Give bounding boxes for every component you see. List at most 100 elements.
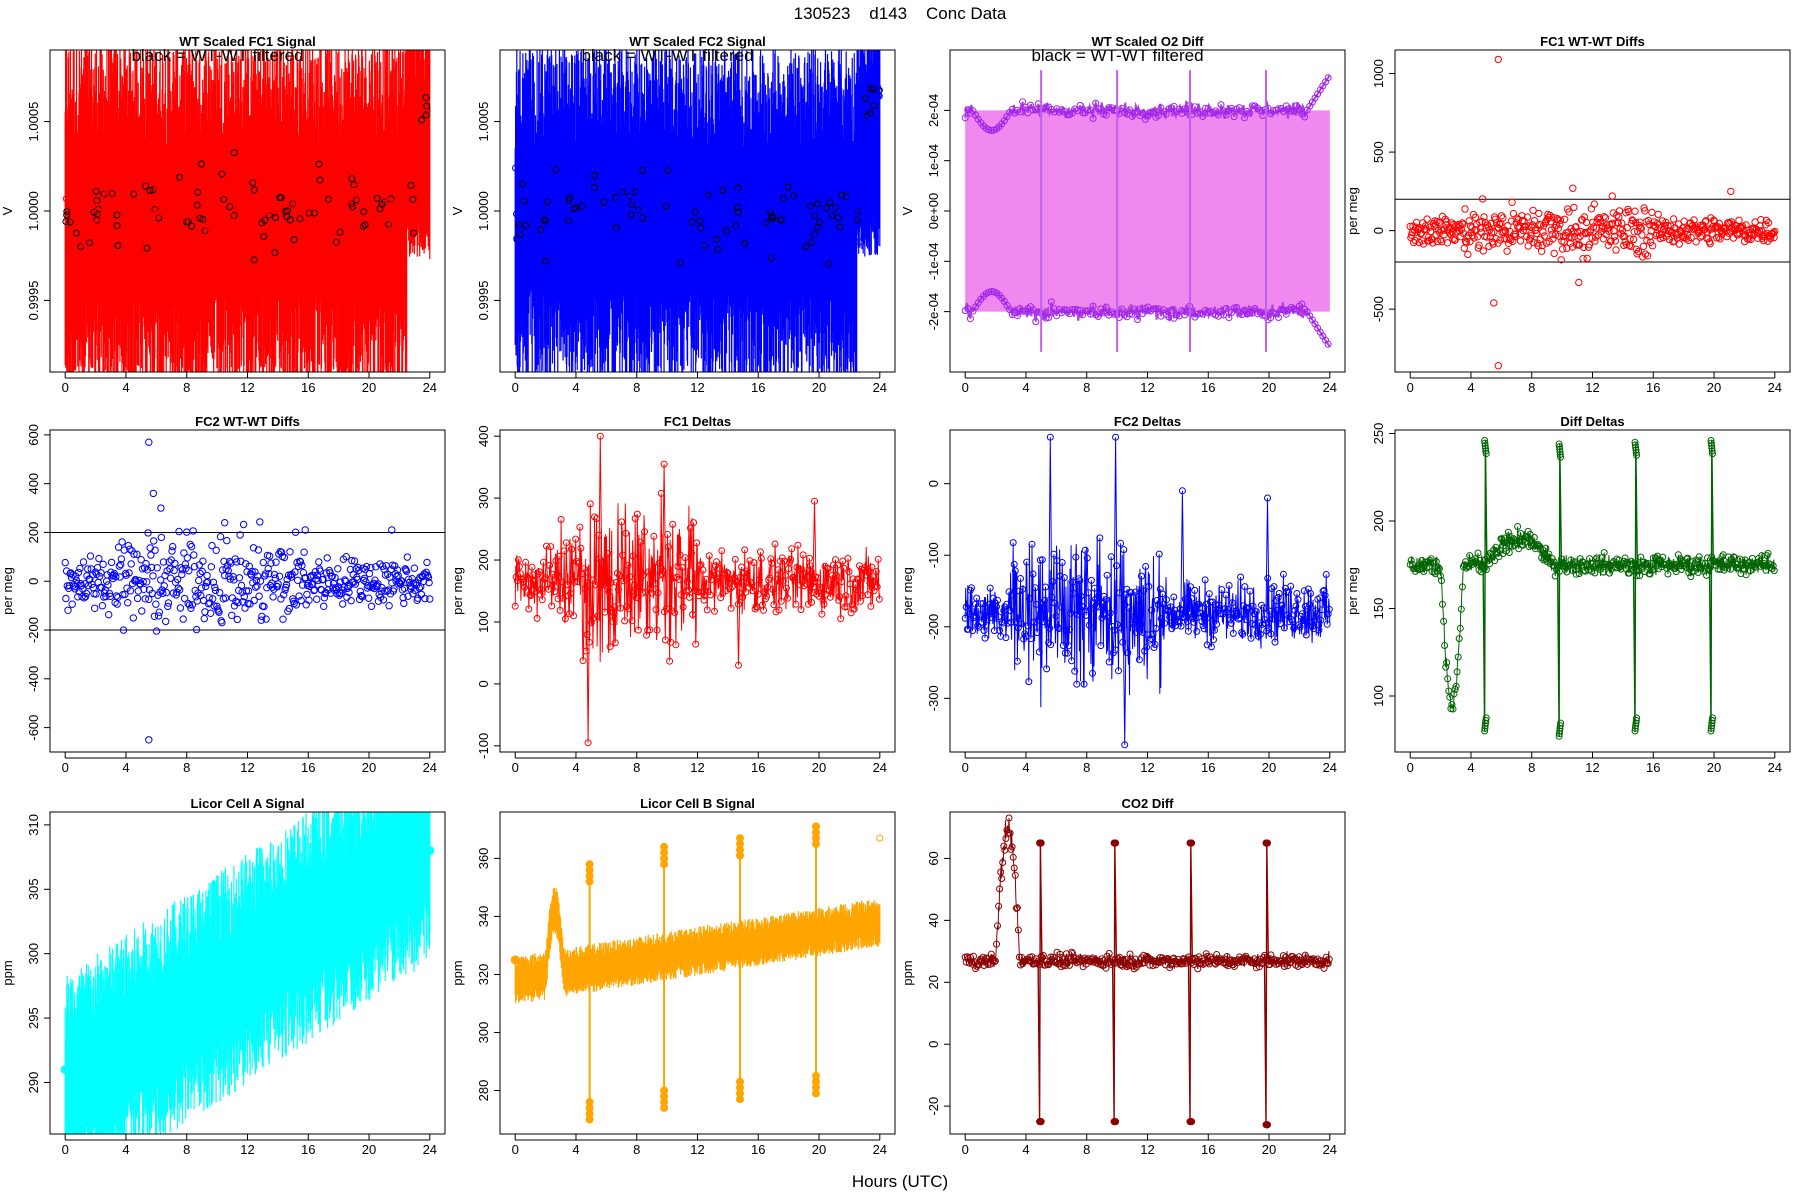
x-tick-label-fc2-deltas: 12 [1140, 760, 1154, 775]
filtered-point [836, 223, 844, 231]
series-point [1271, 638, 1279, 646]
filtered-point [714, 173, 722, 181]
o2-point [1131, 305, 1139, 313]
dip-point [1556, 727, 1564, 735]
series-point [1166, 613, 1174, 621]
filtered-point [275, 174, 283, 182]
diff-point [99, 560, 107, 568]
filtered-point [385, 221, 393, 228]
series-point [563, 581, 571, 589]
series-point [998, 618, 1006, 626]
filtered-point [311, 209, 319, 217]
o2-point [1154, 112, 1162, 120]
series-point [791, 576, 799, 584]
series-point [627, 588, 635, 596]
filtered-point [781, 180, 789, 188]
peak-point [1556, 448, 1564, 456]
diff-point [295, 592, 303, 600]
diff-point [1516, 237, 1525, 245]
filtered-point [861, 95, 869, 102]
x-tick-label-fc1-deltas: 4 [572, 760, 579, 775]
series-point [1010, 560, 1018, 568]
series-point [1273, 607, 1281, 615]
filtered-point [856, 238, 864, 246]
series-point [647, 584, 655, 592]
filtered-point [201, 200, 209, 208]
o2-point [1214, 111, 1222, 119]
o2-point [1199, 113, 1207, 120]
y-tick-label-wt-o2: -1e-04 [926, 243, 941, 281]
diff-point [1406, 222, 1414, 231]
series-point [1457, 605, 1465, 613]
series-point [1448, 701, 1456, 709]
filtered-point [387, 221, 395, 229]
series-point [718, 547, 726, 555]
diff-point [165, 558, 173, 566]
series-point [1077, 592, 1085, 600]
filtered-point [682, 206, 689, 213]
filtered-point [409, 195, 417, 203]
series-point [588, 576, 596, 584]
o2-point [1167, 306, 1175, 314]
series-point [969, 627, 976, 635]
series-point [562, 539, 570, 547]
filtered-point [260, 233, 268, 241]
diff-point [187, 604, 195, 612]
filtered-point [696, 217, 704, 225]
series-point [1073, 680, 1081, 688]
filtered-point [118, 201, 126, 209]
series-point [1736, 555, 1744, 563]
dip-point [1556, 722, 1564, 730]
o2-point [1089, 115, 1097, 122]
series-point [723, 569, 731, 576]
diff-point [1716, 235, 1724, 243]
series-point [1269, 615, 1277, 623]
filtered-point [630, 191, 638, 199]
panel-title-fc1-wtwt: FC1 WT-WT Diffs [1540, 34, 1645, 49]
series-point [770, 601, 778, 609]
filtered-point [166, 188, 174, 196]
filtered-point [793, 178, 801, 186]
series-point [1443, 659, 1451, 667]
filtered-point [734, 204, 741, 211]
series-point [787, 556, 795, 563]
series-point [1226, 616, 1234, 624]
series-point [597, 581, 605, 589]
filtered-point [578, 202, 586, 210]
filtered-point [213, 197, 221, 205]
x-tick-label-wt-o2: 20 [1262, 380, 1276, 395]
diff-point [1464, 250, 1472, 259]
filtered-point [531, 218, 539, 226]
series-point [830, 579, 838, 587]
series-point [618, 518, 626, 526]
filtered-point [366, 161, 374, 169]
series-point [1167, 603, 1175, 611]
diff-point [1514, 223, 1522, 231]
filtered-point [737, 240, 745, 248]
series-point [755, 576, 763, 584]
series-point [1768, 565, 1776, 573]
diff-point [1429, 239, 1437, 247]
x-tick-label-fc1-deltas: 12 [690, 760, 704, 775]
series-point [632, 594, 640, 602]
peak-point [1555, 440, 1563, 448]
series-point [706, 591, 714, 599]
diff-point [244, 587, 253, 595]
diff-point [65, 581, 74, 590]
series-point [669, 520, 677, 528]
series-point [1251, 621, 1259, 629]
diff-point [91, 568, 100, 576]
diff-point [1470, 234, 1478, 242]
series-point [1192, 614, 1200, 622]
diff-point [1556, 216, 1565, 224]
series-point [636, 538, 644, 546]
series-point [1018, 620, 1025, 628]
filtered-point [848, 194, 856, 202]
diff-point [1459, 220, 1467, 229]
filtered-point [714, 246, 722, 254]
y-tick-label-fc1-wtwt: -500 [1371, 296, 1386, 322]
filtered-point [249, 179, 257, 187]
series-point [615, 586, 622, 594]
series-point [1008, 591, 1016, 599]
